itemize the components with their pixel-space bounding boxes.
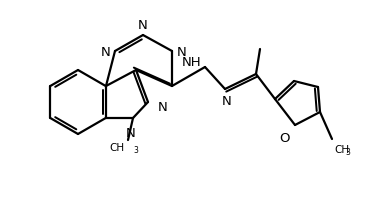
Text: N: N (126, 126, 136, 139)
Text: N: N (158, 101, 168, 114)
Text: CH: CH (110, 142, 125, 152)
Text: CH: CH (334, 144, 349, 154)
Text: NH: NH (182, 56, 201, 69)
Text: N: N (101, 45, 111, 58)
Text: O: O (279, 131, 290, 144)
Text: 3: 3 (345, 147, 350, 156)
Text: N: N (177, 45, 187, 58)
Text: N: N (222, 95, 232, 107)
Text: N: N (138, 19, 148, 32)
Text: 3: 3 (133, 145, 138, 154)
